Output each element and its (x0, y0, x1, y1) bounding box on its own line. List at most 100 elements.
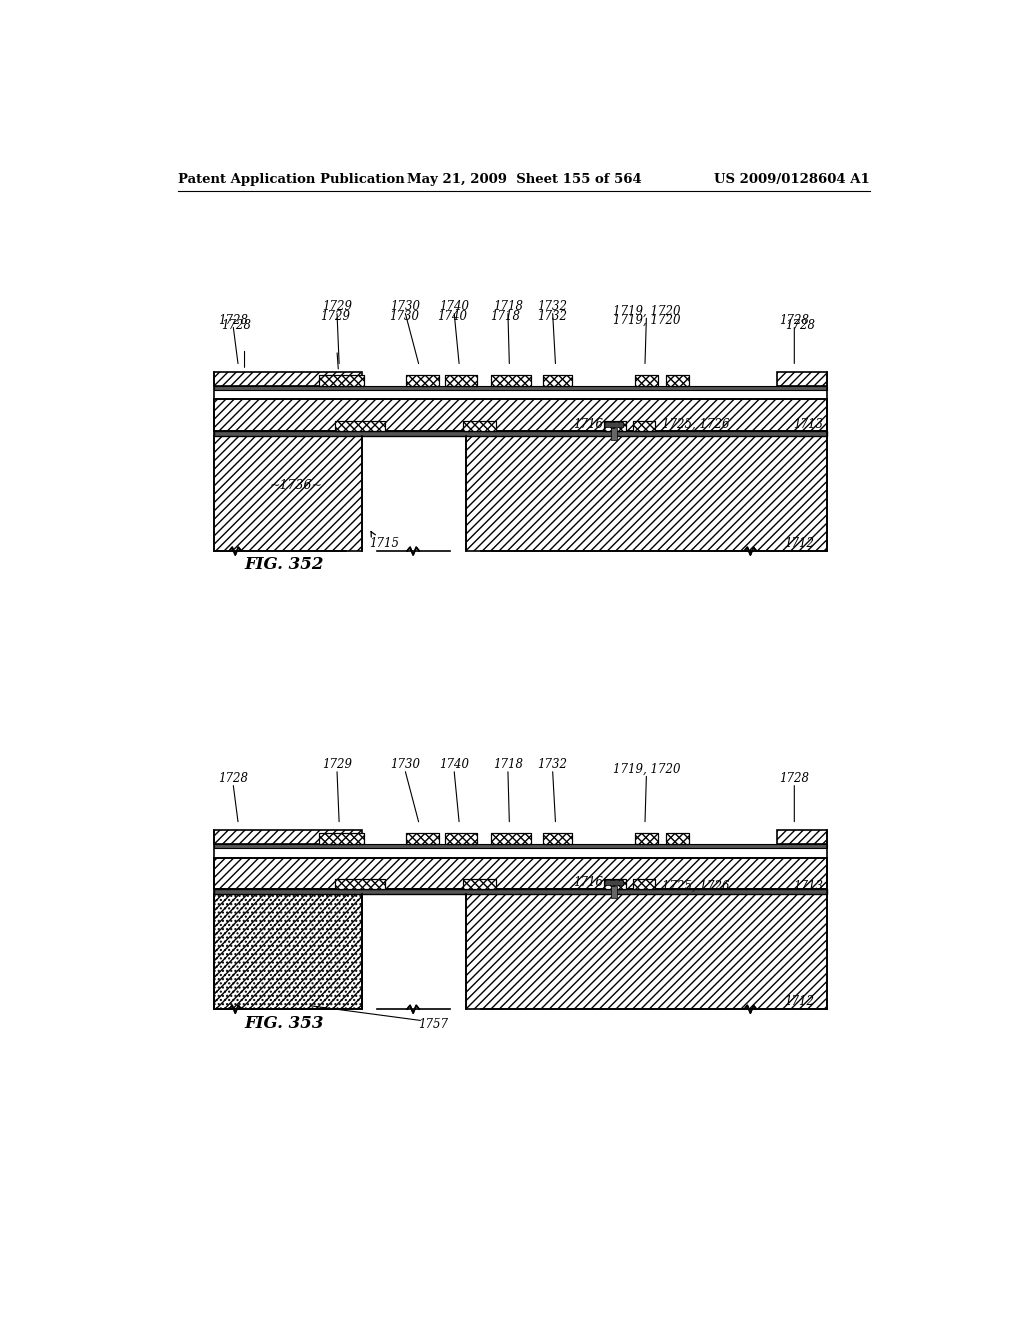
Bar (214, 894, 361, 1010)
Bar (666, 375, 689, 385)
Bar (666, 375, 689, 385)
Bar (490, 375, 531, 385)
Bar (214, 372, 361, 385)
Bar (543, 375, 571, 385)
Bar (611, 428, 617, 441)
Bar (444, 375, 477, 385)
Bar (634, 421, 655, 430)
Bar (604, 421, 626, 430)
Text: 1730: 1730 (390, 758, 420, 771)
Bar (543, 833, 571, 843)
Bar (214, 894, 361, 1010)
Bar (466, 894, 827, 1010)
Text: 1729: 1729 (322, 758, 352, 771)
Bar (444, 833, 477, 843)
Text: 1740: 1740 (437, 310, 467, 323)
Bar (444, 375, 477, 385)
Text: US 2009/0128604 A1: US 2009/0128604 A1 (714, 173, 869, 186)
Bar (319, 375, 364, 385)
Text: 1740: 1740 (439, 758, 469, 771)
Text: 1719, 1720: 1719, 1720 (612, 763, 680, 776)
Bar (634, 421, 655, 430)
Bar (214, 858, 827, 890)
Text: ~1736~: ~1736~ (269, 479, 323, 492)
Bar (777, 372, 827, 385)
Bar (407, 375, 438, 385)
Bar (444, 833, 477, 843)
Text: 1729: 1729 (321, 310, 350, 323)
Bar (635, 375, 658, 385)
Bar (605, 880, 624, 886)
Text: 1725, 1726: 1725, 1726 (662, 417, 729, 430)
Bar (611, 886, 617, 899)
Bar (319, 375, 364, 385)
Text: 1725, 1726: 1725, 1726 (662, 879, 729, 892)
Text: 1757: 1757 (418, 1018, 449, 1031)
Text: 1716: 1716 (573, 417, 603, 430)
Bar (214, 432, 827, 436)
Bar (490, 833, 531, 843)
Bar (335, 879, 385, 890)
Bar (407, 833, 438, 843)
Bar (319, 833, 364, 843)
Bar (407, 375, 438, 385)
Bar (335, 879, 385, 890)
Text: 1740: 1740 (439, 300, 469, 313)
Text: 1719, 1720: 1719, 1720 (613, 314, 681, 326)
Text: 1728: 1728 (785, 319, 815, 333)
Text: 1712: 1712 (784, 995, 814, 1008)
Bar (463, 421, 496, 430)
Text: 1728: 1728 (779, 314, 809, 326)
Bar (214, 400, 827, 430)
Bar (214, 894, 361, 1010)
Bar (543, 833, 571, 843)
Bar (319, 833, 364, 843)
Bar (605, 422, 624, 428)
Bar (777, 830, 827, 843)
Text: 1730: 1730 (390, 300, 420, 313)
Bar (214, 385, 827, 391)
Text: 1732: 1732 (538, 758, 567, 771)
Text: 1715: 1715 (370, 532, 399, 550)
Bar (463, 879, 496, 890)
Bar (214, 890, 827, 894)
Bar (214, 436, 361, 552)
Text: 1728: 1728 (218, 772, 248, 785)
Bar (634, 879, 655, 890)
Text: 1728: 1728 (218, 314, 248, 326)
Text: 1732: 1732 (538, 300, 567, 313)
Bar (666, 833, 689, 843)
Bar (666, 833, 689, 843)
Bar (214, 843, 827, 849)
Bar (466, 436, 827, 552)
Text: 1718: 1718 (493, 300, 523, 313)
Text: FIG. 352: FIG. 352 (245, 557, 324, 573)
Bar (635, 833, 658, 843)
Text: 1728: 1728 (221, 319, 251, 333)
Bar (335, 421, 385, 430)
Text: 1730: 1730 (389, 310, 419, 323)
Text: 1713: 1713 (794, 417, 823, 430)
Bar (604, 879, 626, 890)
Text: 1718: 1718 (490, 310, 520, 323)
Bar (214, 830, 361, 843)
Bar (604, 879, 626, 890)
Bar (407, 833, 438, 843)
Text: May 21, 2009  Sheet 155 of 564: May 21, 2009 Sheet 155 of 564 (408, 173, 642, 186)
Text: 1718: 1718 (493, 758, 523, 771)
Bar (490, 375, 531, 385)
Text: FIG. 353: FIG. 353 (245, 1015, 324, 1032)
Bar (463, 879, 496, 890)
Bar (335, 421, 385, 430)
Bar (543, 375, 571, 385)
Text: Patent Application Publication: Patent Application Publication (178, 173, 406, 186)
Bar (490, 833, 531, 843)
Bar (635, 375, 658, 385)
Text: 1732: 1732 (537, 310, 566, 323)
Text: 1729: 1729 (322, 300, 352, 313)
Text: 1728: 1728 (779, 772, 809, 785)
Bar (214, 858, 827, 890)
Bar (463, 421, 496, 430)
Bar (635, 833, 658, 843)
Bar (214, 400, 827, 430)
